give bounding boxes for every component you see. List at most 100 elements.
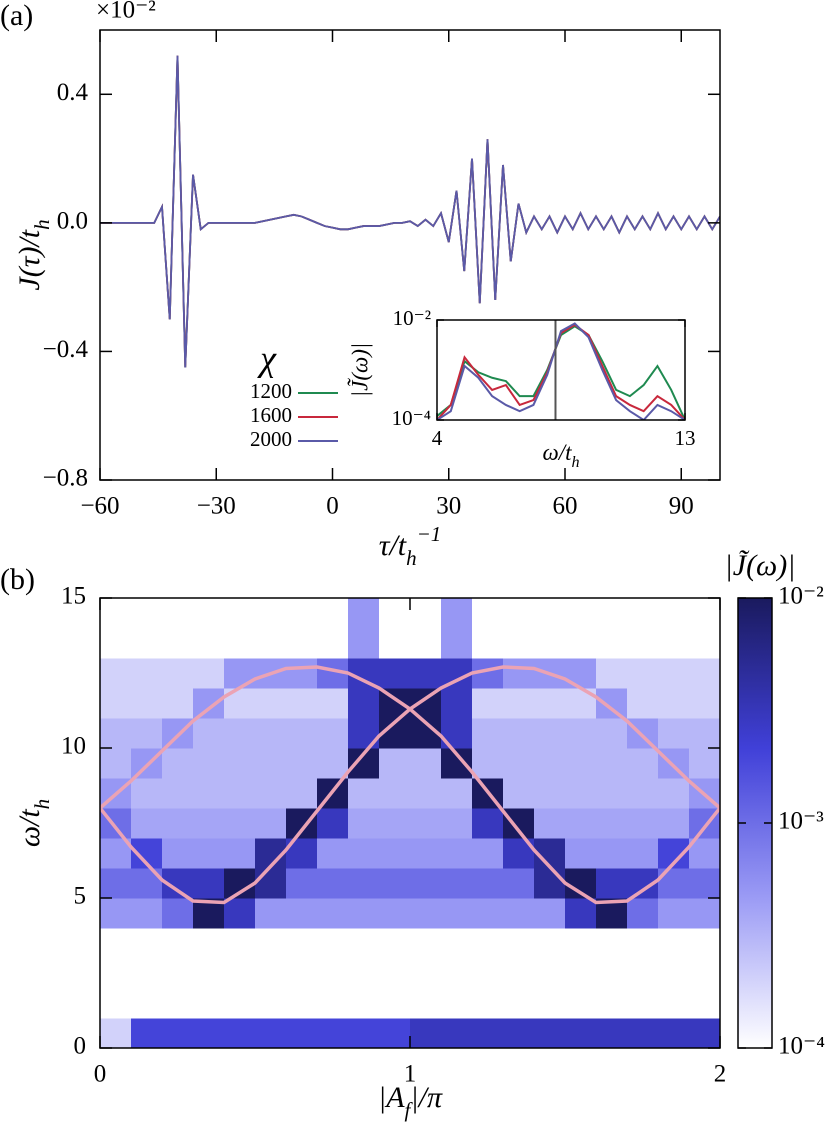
heatmap-cell <box>596 868 628 899</box>
x-tick-label: 60 <box>553 493 578 520</box>
heatmap-cell <box>317 628 349 659</box>
heatmap-cell <box>317 598 349 629</box>
heatmap-cell <box>193 688 225 719</box>
heatmap-cell <box>472 628 504 659</box>
heatmap-cell <box>379 778 411 809</box>
heatmap-cell <box>503 808 535 839</box>
heatmap-cell <box>689 958 720 989</box>
text-part: h <box>30 219 54 230</box>
panel-label: (b) <box>0 563 35 596</box>
heatmap-cell <box>441 988 473 1019</box>
heatmap-cell <box>193 958 225 989</box>
heatmap-cell <box>534 598 566 629</box>
heatmap-cell <box>503 598 535 629</box>
heatmap-cell <box>317 988 349 1019</box>
text-part: h <box>571 454 579 471</box>
heatmap-cell <box>348 928 380 959</box>
heatmap-cell <box>627 748 659 779</box>
heatmap-cell <box>379 748 411 779</box>
x-tick-label: −60 <box>80 493 119 520</box>
heatmap-cell <box>410 958 442 989</box>
heatmap-cell <box>255 748 287 779</box>
y-tick-label: 0.4 <box>57 79 89 106</box>
heatmap-cell <box>131 868 163 899</box>
heatmap-cell <box>193 628 225 659</box>
heatmap-cell <box>565 928 597 959</box>
heatmap-cell <box>379 838 411 869</box>
heatmap-cell <box>131 658 163 689</box>
heatmap-cell <box>348 898 380 929</box>
heatmap-cell <box>410 778 442 809</box>
heatmap-cell <box>162 958 194 989</box>
y-tick-label: 15 <box>61 583 86 610</box>
heatmap-cell <box>193 658 225 689</box>
heatmap-cell <box>596 628 628 659</box>
heatmap-cell <box>317 958 349 989</box>
heatmap-cell <box>441 628 473 659</box>
x-tick-label: 30 <box>436 493 461 520</box>
heatmap-cell <box>348 628 380 659</box>
legend-label: 2000 <box>250 427 292 451</box>
heatmap-cell <box>534 868 566 899</box>
heatmap-cell <box>100 1018 132 1048</box>
data-line <box>437 322 685 420</box>
heatmap-cell <box>379 628 411 659</box>
heatmap-cell <box>255 928 287 959</box>
heatmap-cell <box>689 718 720 749</box>
heatmap-cell <box>255 808 287 839</box>
heatmap-cell <box>100 898 132 929</box>
heatmap-cell <box>100 718 132 749</box>
heatmap-cell <box>534 718 566 749</box>
data-line <box>100 55 720 368</box>
heatmap-cell <box>162 778 194 809</box>
heatmap-cell <box>286 778 318 809</box>
heatmap-cell <box>658 658 690 689</box>
heatmap-cell <box>565 718 597 749</box>
x-tick-label: 0 <box>326 493 339 520</box>
heatmap-cell <box>317 718 349 749</box>
heatmap-cell <box>224 778 256 809</box>
heatmap-cell <box>658 748 690 779</box>
x-tick-label: 4 <box>432 426 443 450</box>
text-part: ω/t <box>542 440 572 465</box>
heatmap-cell <box>441 658 473 689</box>
text-part: h <box>30 799 54 810</box>
heatmap-cell <box>162 808 194 839</box>
x-tick-label: 1 <box>404 1061 417 1088</box>
heatmap-cell <box>255 988 287 1019</box>
heatmap-cell <box>596 658 628 689</box>
heatmap-cell <box>596 748 628 779</box>
heatmap-cell <box>410 808 442 839</box>
heatmap-cell <box>627 718 659 749</box>
heatmap-cell <box>162 898 194 929</box>
text-part: J(τ)/t <box>13 229 46 290</box>
heatmap-cell <box>410 748 442 779</box>
y-tick-label: −0.4 <box>43 336 89 363</box>
heatmap-cell <box>596 1018 628 1048</box>
heatmap-cell <box>689 988 720 1019</box>
heatmap-cell <box>503 628 535 659</box>
heatmap-cell <box>100 928 132 959</box>
heatmap-cell <box>472 838 504 869</box>
heatmap-cell <box>224 1018 256 1048</box>
heatmap-cell <box>627 598 659 629</box>
heatmap-cell <box>317 868 349 899</box>
heatmap <box>100 598 720 1048</box>
heatmap-cell <box>162 688 194 719</box>
heatmap-cell <box>348 958 380 989</box>
heatmap-cell <box>131 1018 163 1048</box>
heatmap-cell <box>565 778 597 809</box>
heatmap-cell <box>410 928 442 959</box>
heatmap-cell <box>441 868 473 899</box>
heatmap-cell <box>534 628 566 659</box>
x-axis-label: |Af|/π <box>378 1081 443 1122</box>
heatmap-cell <box>441 808 473 839</box>
heatmap-cell <box>627 988 659 1019</box>
heatmap-cell <box>627 658 659 689</box>
heatmap-cell <box>224 928 256 959</box>
heatmap-cell <box>565 898 597 929</box>
heatmap-cell <box>472 988 504 1019</box>
heatmap-cell <box>317 898 349 929</box>
text-part: h <box>406 546 417 570</box>
text-part: f <box>405 1098 414 1122</box>
